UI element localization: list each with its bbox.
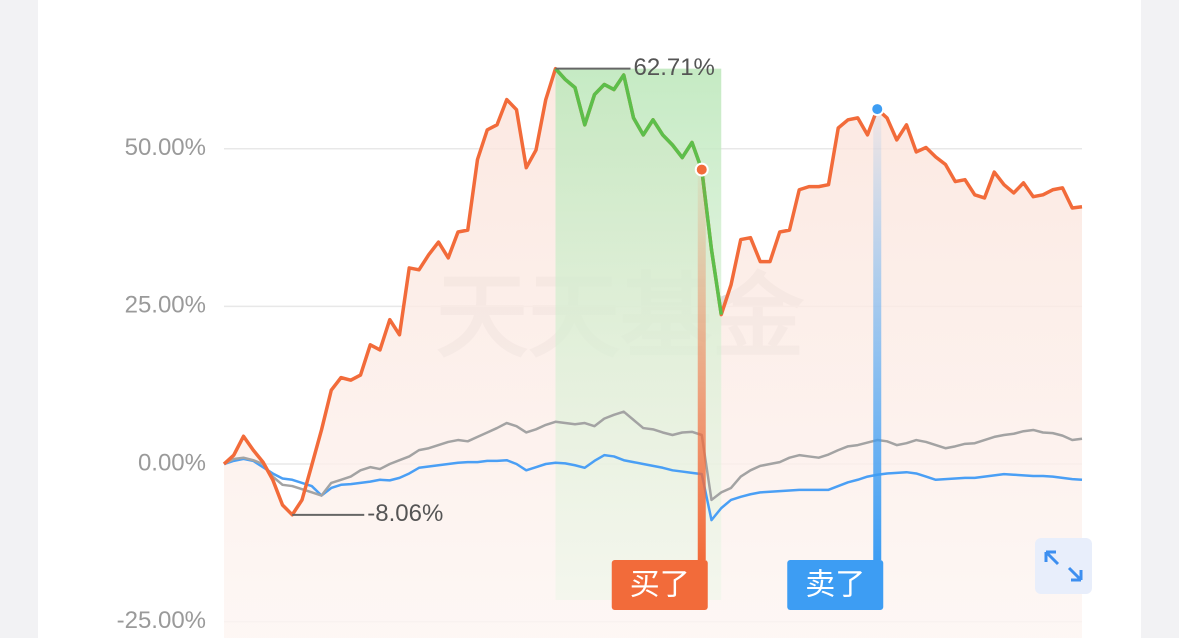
annotation-label: 62.71% [634,54,715,81]
trade-dot [694,162,709,177]
trade-button [787,560,884,610]
y-tick-label: 0.00% [138,449,206,476]
series-line [223,453,1083,522]
annotation-label: -8.06% [367,500,443,527]
drawdown-line [554,67,723,315]
trade-dot [870,102,885,117]
series-line [223,410,1083,502]
y-tick-label: 25.00% [125,292,206,319]
y-tick-label: 50.00% [125,134,206,161]
trade-label: 卖了 [805,568,865,603]
trade-bar [697,169,706,560]
drawdown-region [555,68,722,600]
trade-label: 买了 [630,568,690,603]
trade-button [611,560,708,610]
expand-button[interactable] [1035,538,1092,594]
trade-bar [873,109,882,560]
expand-icon[interactable] [1044,550,1083,582]
y-tick-label: -25.00% [117,607,206,634]
